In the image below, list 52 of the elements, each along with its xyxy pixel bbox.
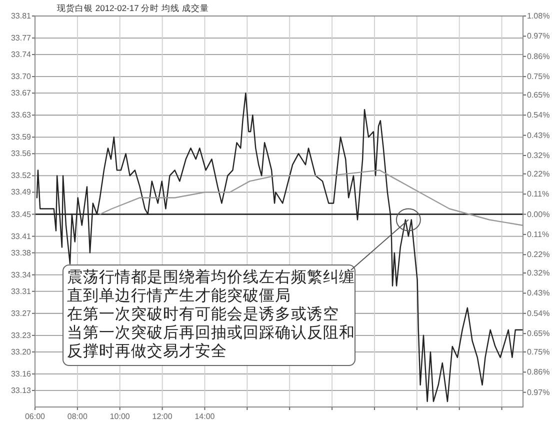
y2-tick-label: 0.65% — [527, 90, 550, 100]
y-tick-label: 33.16 — [10, 369, 32, 378]
annotation: 当第一次突破后再回抽或回踩确认反阻和 — [67, 324, 355, 342]
y-tick-label: 33.45 — [10, 210, 32, 219]
chart-title: 现货白银 2012-02-17 分时 均线 成交量 — [57, 3, 209, 13]
y-tick-label: 33.49 — [10, 188, 32, 197]
y2-tick-label: 0.11% — [527, 230, 550, 239]
y2-tick-label: 0.43% — [527, 130, 550, 140]
x-tick-label: 12:00 — [152, 412, 173, 421]
y-tick-label: 33.34 — [10, 270, 32, 280]
y2-tick-label: 0.32% — [527, 268, 550, 278]
y2-tick-label: 0.22% — [527, 250, 550, 260]
y2-tick-label: 0.11% — [527, 190, 550, 199]
y2-tick-label: 0.97% — [527, 32, 550, 41]
line-series — [36, 92, 523, 402]
y-tick-label: 33.27 — [10, 308, 32, 318]
y2-tick-label: 0.22% — [527, 169, 550, 178]
y-tick-label: 33.31 — [10, 286, 32, 296]
y-tick-label: 33.13 — [10, 386, 32, 395]
y2-tick-label: 0.54% — [527, 308, 550, 318]
y2-tick-label: 0.43% — [527, 288, 550, 298]
y2-tick-label: 0.75% — [527, 72, 550, 82]
y-tick-label: 33.52 — [10, 171, 32, 180]
y2-tick-label: 1.08% — [527, 12, 550, 20]
y-tick-label: 33.23 — [10, 330, 32, 340]
y2-tick-label: 0.32% — [527, 151, 550, 160]
y-tick-label: 33.20 — [10, 347, 32, 356]
x-tick-label: 06:00 — [24, 412, 46, 421]
y2-tick-label: 0.86% — [527, 52, 550, 61]
x-tick-label: 14:00 — [194, 412, 216, 421]
x-tick-label: 08:00 — [67, 412, 88, 421]
annotation: 震荡行情都是围绕着均价线左右频繁纠缠 — [67, 268, 355, 286]
y2-tick-label: 0.65% — [527, 329, 550, 338]
y-tick-label: 33.81 — [10, 12, 32, 20]
y-tick-label: 33.41 — [10, 232, 32, 241]
y-tick-label: 33.74 — [10, 50, 32, 60]
y-tick-label: 33.63 — [10, 110, 32, 120]
y2-tick-label: 0.00% — [527, 210, 550, 219]
y-tick-label: 33.70 — [10, 72, 32, 82]
annotation: 在第一次突破时有可能会是诱多或诱空 — [67, 305, 339, 323]
y-tick-label: 33.38 — [10, 248, 32, 258]
y-tick-label: 33.77 — [10, 34, 32, 43]
annotation: 直到单边行情产生才能突破僵局 — [67, 286, 291, 304]
y-tick-label: 33.67 — [10, 88, 32, 98]
x-tick-label: 10:00 — [110, 412, 130, 421]
y-tick-label: 33.56 — [10, 149, 32, 158]
y2-tick-label: 0.97% — [527, 388, 550, 397]
y2-tick-label: 0.75% — [527, 347, 550, 356]
y-tick-label: 33.59 — [10, 132, 32, 142]
y2-tick-label: 0.54% — [527, 110, 550, 120]
y2-tick-label: 0.86% — [527, 368, 550, 377]
annotation: 反撑时再做交易才安全 — [67, 342, 227, 360]
